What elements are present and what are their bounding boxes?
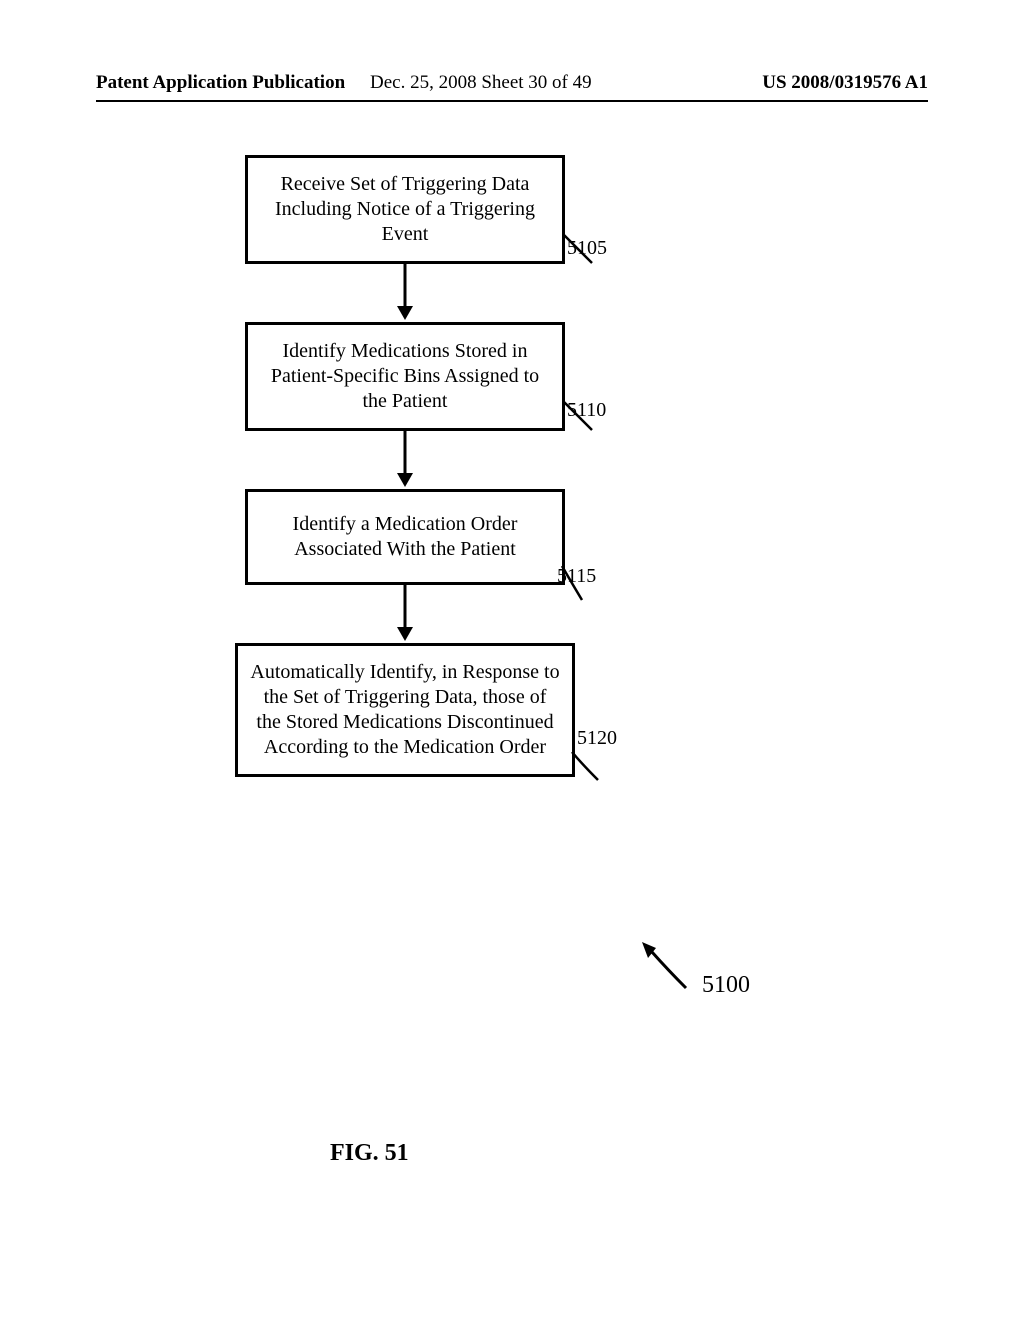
ref-5105: 5105 (567, 237, 607, 260)
flow-box-2-text: Identify Medications Stored in Patient-S… (271, 340, 539, 412)
figure-ref-arrow-icon (638, 940, 698, 1000)
flow-box-4: Automatically Identify, in Response to t… (235, 643, 575, 777)
leader-line-icon (570, 750, 606, 786)
flow-arrow-2 (245, 431, 565, 489)
page: Patent Application Publication Dec. 25, … (0, 0, 1024, 1320)
arrow-head-icon (397, 627, 413, 641)
flow-arrow-1 (245, 264, 565, 322)
flow-arrow-3 (245, 585, 565, 643)
arrow-line-icon (404, 585, 407, 629)
figure-ref-number: 5100 (702, 972, 750, 999)
ref-5110: 5110 (567, 399, 606, 422)
flowchart: Receive Set of Triggering Data Including… (205, 155, 605, 777)
header-mid: Dec. 25, 2008 Sheet 30 of 49 (370, 72, 592, 94)
header-right: US 2008/0319576 A1 (762, 72, 928, 94)
header-rule (96, 100, 928, 102)
flow-box-3: Identify a Medication Order Associated W… (245, 489, 565, 585)
flow-box-3-text: Identify a Medication Order Associated W… (293, 513, 518, 560)
arrow-head-icon (397, 306, 413, 320)
flow-box-1-text: Receive Set of Triggering Data Including… (275, 173, 535, 245)
arrow-line-icon (404, 264, 407, 308)
arrow-head-icon (397, 473, 413, 487)
flow-box-4-text: Automatically Identify, in Response to t… (250, 661, 559, 758)
arrow-line-icon (404, 431, 407, 475)
figure-caption: FIG. 51 (330, 1140, 409, 1167)
flow-box-1: Receive Set of Triggering Data Including… (245, 155, 565, 264)
ref-5120: 5120 (577, 727, 617, 750)
header-left: Patent Application Publication (96, 72, 345, 94)
flow-box-2: Identify Medications Stored in Patient-S… (245, 322, 565, 431)
